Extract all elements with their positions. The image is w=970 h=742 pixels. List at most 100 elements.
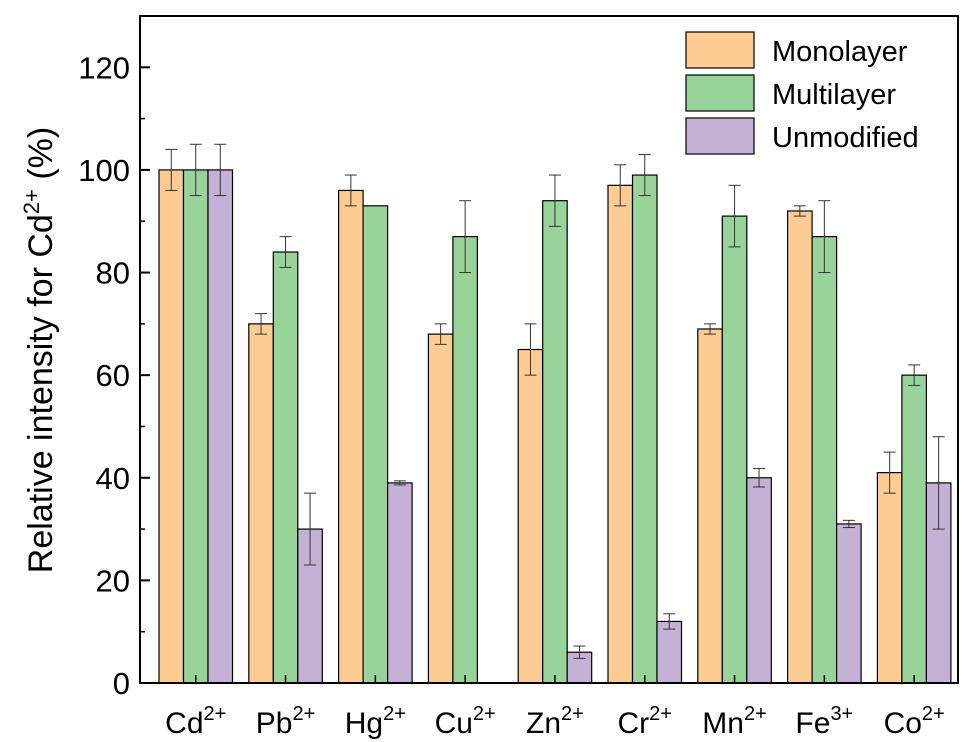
legend-item-monolayer: Monolayer [685, 31, 908, 69]
error-bar-multilayer-cu [459, 200, 472, 274]
bar-monolayer-cd [158, 169, 185, 684]
error-bar-monolayer-hg [344, 174, 357, 207]
legend-swatch [685, 31, 755, 69]
x-tick-label-sup: 2+ [561, 703, 584, 725]
bar-multilayer-mn [721, 215, 748, 684]
x-tick-label-sup: 3+ [830, 703, 853, 725]
x-tick-label: Cd2+ [165, 703, 226, 740]
x-tick-label-sup: 2+ [649, 703, 672, 725]
x-tick-label: Fe3+ [795, 703, 853, 740]
bar-monolayer-mn [697, 328, 723, 684]
error-bar-unmodified-cr [663, 613, 676, 630]
legend-item-multilayer: Multilayer [685, 74, 896, 112]
legend-swatch [685, 117, 755, 155]
bar-multilayer-zn [542, 200, 568, 684]
error-bar-monolayer-zn [524, 323, 537, 376]
legend-label: Unmodified [772, 122, 919, 154]
error-bar-monolayer-co [883, 451, 896, 494]
bar-multilayer-pb [272, 251, 299, 684]
y-tick-label: 0 [113, 666, 130, 701]
x-tick-label-base: Cr [618, 707, 650, 740]
legend-label: Multilayer [772, 79, 896, 111]
bar-multilayer-co [901, 374, 928, 684]
x-tick-label: Cr2+ [618, 703, 672, 740]
x-tick-label: Hg2+ [345, 703, 406, 740]
error-bar-monolayer-pb [255, 313, 268, 335]
y-tick-label: 20 [96, 563, 130, 598]
bar-monolayer-hg [338, 189, 364, 684]
x-tick-label-base: Cd [165, 707, 203, 740]
bar-monolayer-cr [607, 184, 634, 684]
x-tick-label-base: Mn [702, 707, 744, 740]
x-tick-label-base: Hg [345, 707, 383, 740]
y-axis-label-main: Relative intensity for Cd [22, 214, 60, 573]
bar-unmodified-fe [835, 523, 862, 684]
bar-monolayer-zn [517, 348, 544, 684]
x-tick-label-sup: 2+ [383, 703, 406, 725]
error-bar-monolayer-mn [704, 323, 717, 335]
error-bar-unmodified-mn [753, 468, 766, 488]
error-bar-multilayer-cr [638, 154, 651, 197]
error-bar-multilayer-pb [279, 236, 292, 268]
y-tick-label: 40 [96, 461, 130, 496]
bar-multilayer-cd [182, 169, 209, 684]
bar-unmodified-mn [746, 477, 772, 684]
bar-monolayer-co [876, 472, 903, 684]
x-tick-label-sup: 2+ [473, 703, 496, 725]
x-tick-label: Pb2+ [256, 703, 316, 740]
bar-multilayer-hg [362, 205, 389, 684]
x-tick-label-base: Pb [256, 707, 293, 740]
x-tick-label-sup: 2+ [744, 703, 767, 725]
x-tick-label-sup: 2+ [292, 703, 315, 725]
error-bar-unmodified-hg [393, 480, 406, 486]
error-bar-multilayer-co [908, 364, 921, 386]
x-tick-label-base: Zn [526, 707, 561, 740]
x-tick-label-base: Co [884, 707, 922, 740]
bar-unmodified-cr [656, 620, 683, 684]
x-tick-label: Cu2+ [435, 703, 496, 740]
x-tick-label-base: Cu [435, 707, 473, 740]
bar-multilayer-cr [631, 174, 658, 684]
y-tick-label: 100 [78, 153, 130, 188]
error-bar-monolayer-cd [165, 148, 178, 191]
legend-item-unmodified: Unmodified [685, 117, 919, 155]
bar-monolayer-cu [427, 333, 454, 684]
x-tick-label-sup: 2+ [922, 703, 945, 725]
bar-multilayer-cu [452, 236, 478, 684]
x-tick-label: Zn2+ [526, 703, 584, 740]
error-bar-multilayer-mn [728, 184, 741, 248]
error-bar-unmodified-zn [573, 645, 586, 659]
y-tick-label: 120 [78, 50, 130, 85]
error-bar-multilayer-zn [548, 174, 561, 227]
x-tick-label: Mn2+ [702, 703, 767, 740]
y-axis-label: Relative intensity for Cd2+ (%) [19, 127, 60, 573]
error-bar-monolayer-cu [434, 323, 447, 345]
error-bar-multilayer-fe [818, 200, 831, 274]
x-tick-label-base: Fe [795, 707, 830, 740]
legend: Monolayer Multilayer Unmodified [685, 31, 919, 155]
bar-monolayer-pb [248, 323, 274, 684]
y-tick-label: 60 [96, 358, 130, 393]
error-bar-unmodified-fe [842, 519, 855, 529]
bar-unmodified-cd [207, 169, 234, 684]
x-axis: Cd2+ Pb2+ Hg2+ Cu2+ Zn2+ Cr2+ Mn2+ Fe3+ Co2+ [165, 675, 945, 740]
error-bar-unmodified-co [932, 436, 945, 530]
x-tick-label-sup: 2+ [204, 703, 227, 725]
bar-multilayer-fe [811, 236, 838, 684]
y-axis-label-sup: 2+ [19, 189, 44, 214]
legend-label: Monolayer [772, 36, 908, 68]
y-axis-label-unit: (%) [22, 127, 60, 189]
error-bar-monolayer-fe [793, 205, 806, 217]
error-bar-monolayer-cr [614, 164, 627, 207]
y-tick-label: 80 [96, 256, 130, 291]
error-bars-layer [165, 143, 945, 659]
plot-frame [139, 15, 959, 684]
bar-unmodified-hg [387, 482, 413, 684]
error-bar-unmodified-pb [304, 492, 317, 566]
y-axis: 0 20 40 60 80 100 120 [78, 50, 150, 701]
error-bar-multilayer-cd [189, 143, 202, 197]
bar-monolayer-fe [786, 210, 813, 684]
error-bar-unmodified-cd [214, 143, 227, 197]
legend-swatch [685, 74, 755, 112]
